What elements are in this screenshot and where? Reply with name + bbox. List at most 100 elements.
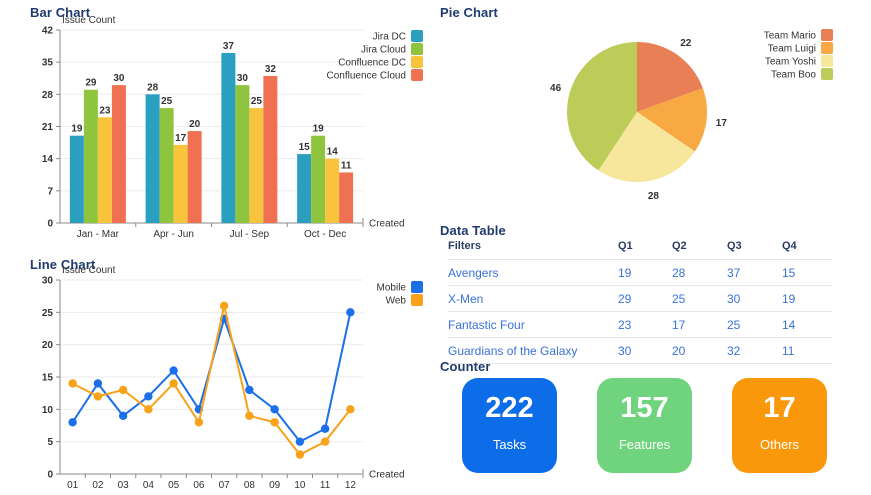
bar-jira-dc[interactable] [221,52,236,223]
table-cell[interactable]: 29 [618,291,632,306]
point-web-08[interactable] [245,411,254,420]
legend-item[interactable]: Team Boo [771,70,816,81]
x-tick-label: 09 [269,480,281,491]
legend-item[interactable]: Web [386,296,407,307]
counter-card-tasks[interactable]: 222 Tasks [462,378,557,473]
counter-value: 17 [763,391,796,424]
table-cell[interactable]: 11 [782,343,795,358]
x-tick-label: 04 [143,480,155,491]
bar-jira-dc[interactable] [69,135,84,223]
point-mobile-01[interactable] [68,418,77,427]
table-cell[interactable]: 28 [672,265,686,280]
y-tick-label: 20 [42,340,54,351]
legend-item[interactable]: Confluence DC [338,58,406,69]
pie-slice-team-boo[interactable] [567,42,637,171]
table-row-label[interactable]: X-Men [448,291,484,306]
pie-slice-team-luigi[interactable] [637,88,707,152]
point-mobile-09[interactable] [270,405,279,414]
table-row-label[interactable]: Fantastic Four [448,317,525,332]
legend-item[interactable]: Jira Cloud [361,45,406,56]
bar-confluence-cloud[interactable] [187,131,202,223]
point-web-05[interactable] [169,379,178,388]
x-tick-label: 07 [219,480,231,491]
point-mobile-12[interactable] [346,308,355,317]
point-web-04[interactable] [144,405,153,414]
point-web-03[interactable] [118,385,128,395]
table-cell[interactable]: 14 [782,317,796,332]
legend-item[interactable]: Confluence Cloud [327,71,407,82]
point-web-02[interactable] [93,392,103,401]
point-mobile-02[interactable] [93,379,103,388]
point-mobile-08[interactable] [245,385,254,395]
bar-value-label: 17 [175,133,187,144]
legend-item[interactable]: Mobile [377,283,407,294]
bar-jira-dc[interactable] [145,94,160,223]
point-web-07[interactable] [219,301,229,311]
legend-item[interactable]: Team Mario [764,31,817,42]
bar-value-label: 28 [147,82,159,93]
table-header-cell: Q3 [727,240,742,252]
counter-card-features[interactable]: 157 Features [597,378,692,473]
bar-confluence-cloud[interactable] [263,75,278,223]
table-header-cell: Q1 [618,240,633,252]
table-cell[interactable]: 23 [618,317,632,332]
table-cell[interactable]: 15 [782,265,796,280]
table-row-label[interactable]: Guardians of the Galaxy [448,343,578,358]
bar-confluence-dc[interactable] [325,158,340,223]
table-cell[interactable]: 30 [727,291,741,306]
bar-value-label: 20 [189,119,201,130]
legend-swatch [411,43,423,55]
legend-item[interactable]: Team Yoshi [765,57,816,68]
bar-value-label: 23 [99,105,111,116]
bar-confluence-dc[interactable] [173,144,188,223]
counter-cards: 222 Tasks 157 Features 17 Others [462,378,827,473]
bar-jira-cloud[interactable] [159,108,174,223]
point-web-01[interactable] [68,379,77,388]
table-cell[interactable]: 30 [618,343,632,358]
counter-card-others[interactable]: 17 Others [732,378,827,473]
table-cell[interactable]: 19 [618,265,632,280]
counter-label: Others [759,436,799,452]
x-tick-label: 12 [345,480,357,491]
pie-slice-team-yoshi[interactable] [598,112,695,182]
table-cell[interactable]: 20 [672,343,686,358]
point-web-06[interactable] [194,418,204,427]
point-mobile-11[interactable] [320,424,330,433]
point-mobile-03[interactable] [118,411,128,420]
table-row-label[interactable]: Avengers [448,265,499,280]
point-web-11[interactable] [320,437,330,446]
point-mobile-04[interactable] [144,392,153,401]
y-tick-label: 42 [42,26,54,37]
table-cell[interactable]: 25 [727,317,741,332]
bar-jira-dc[interactable] [297,154,312,223]
table-cell[interactable]: 19 [782,291,796,306]
point-mobile-10[interactable] [295,437,305,446]
table-cell[interactable]: 17 [672,317,686,332]
pie-chart-title: Pie Chart [440,5,498,20]
y-tick-label: 10 [42,405,54,416]
bar-confluence-dc[interactable] [249,108,264,223]
bar-jira-cloud[interactable] [83,89,98,223]
table-cell[interactable]: 25 [672,291,686,306]
point-web-09[interactable] [270,418,279,427]
bar-jira-cloud[interactable] [311,135,326,223]
bar-jira-cloud[interactable] [235,85,250,224]
point-web-10[interactable] [295,450,305,459]
bar-confluence-dc[interactable] [97,117,112,223]
point-web-12[interactable] [346,405,355,414]
table-cell[interactable]: 37 [727,265,741,280]
bar-confluence-cloud[interactable] [111,85,126,224]
pie-slice-team-mario[interactable] [637,42,703,112]
legend-swatch [821,55,833,67]
category-label: Oct - Dec [304,229,346,240]
legend-swatch [821,29,833,41]
table-cell[interactable]: 32 [727,343,741,358]
table-row: X-Men 29 25 30 19 [448,286,832,312]
bar-confluence-cloud[interactable] [339,172,354,223]
category-label: Jul - Sep [230,229,270,240]
legend-item[interactable]: Jira DC [373,32,406,43]
y-tick-label: 7 [47,186,53,197]
legend-item[interactable]: Team Luigi [768,44,816,55]
y-tick-label: 14 [42,154,54,165]
point-mobile-05[interactable] [169,366,178,375]
